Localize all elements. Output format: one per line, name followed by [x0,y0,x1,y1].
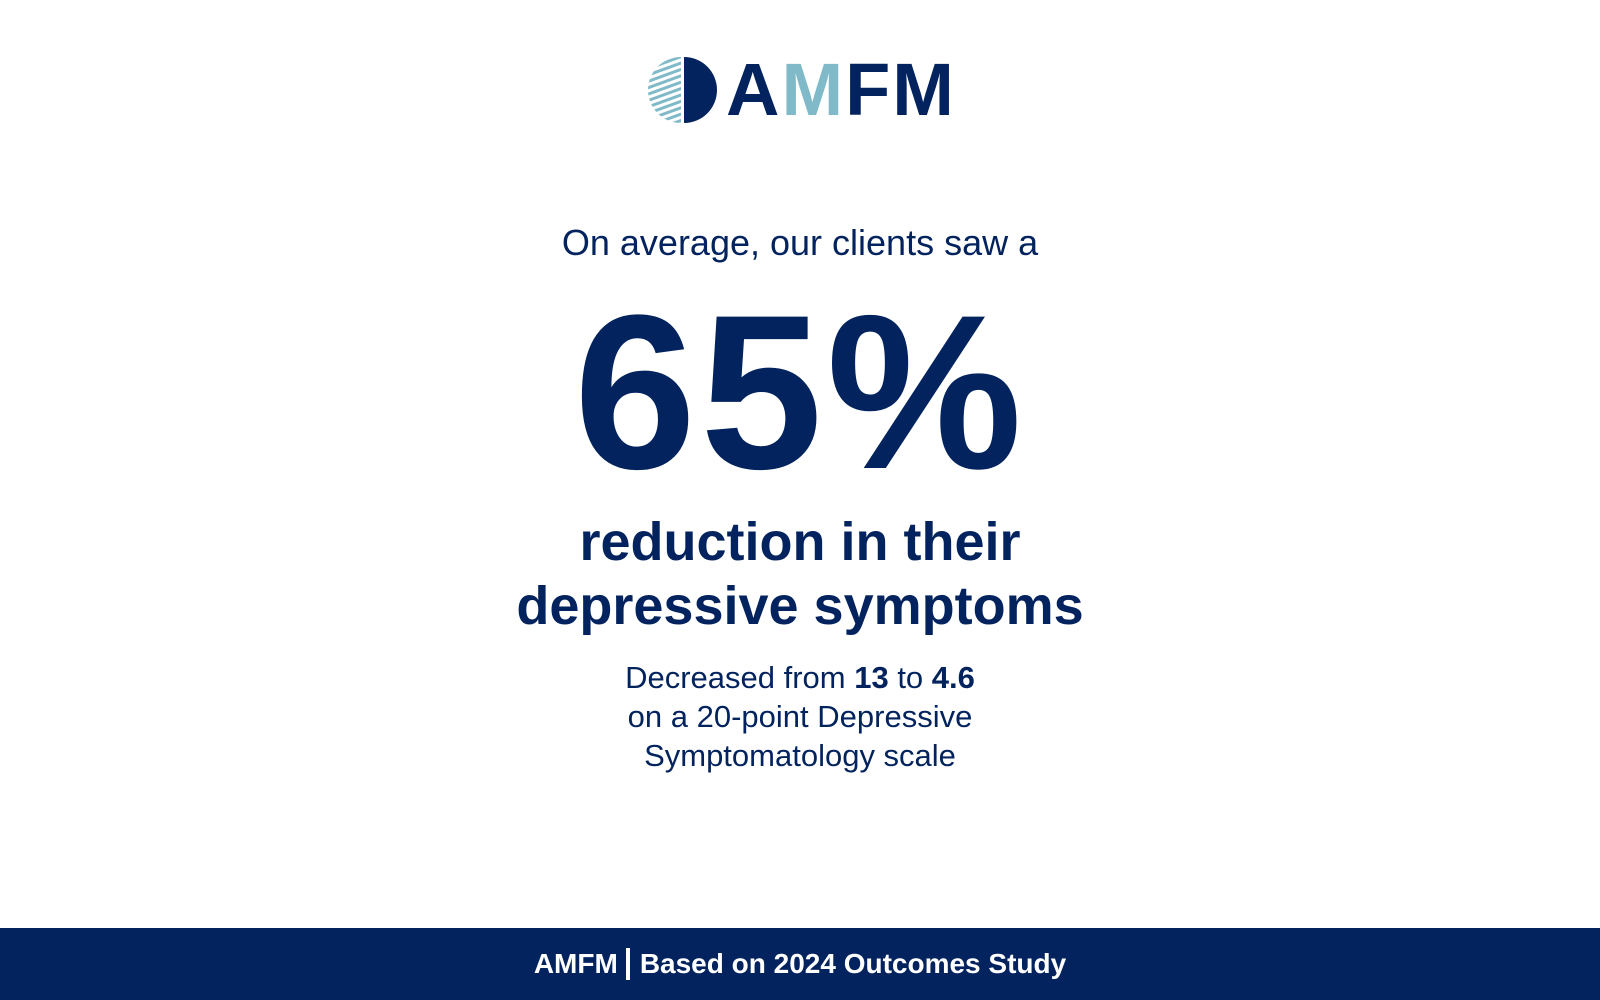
to-score: 4.6 [931,660,975,695]
logo-wordmark: AMFM [726,48,956,131]
footer-brand: AMFM [533,948,618,979]
detail-text: Decreased from 13 to 4.6 on a 20-point D… [0,658,1600,775]
from-score: 13 [854,660,889,695]
subtitle-line-1: reduction in their [579,512,1021,572]
detail-line-1: Decreased from 13 to 4.6 [625,660,975,695]
subtitle-line-2: depressive symptoms [516,576,1084,636]
detail-line-3: Symptomatology scale [644,738,956,773]
stat-percentage: 65% [573,269,1027,515]
detail-line-2: on a 20-point Depressive [627,699,973,734]
lead-text: On average, our clients saw a [561,222,1039,263]
stat-subtitle: reduction in their depressive symptoms [0,510,1600,638]
amfm-logo: AMFM [646,48,956,131]
footer-note: Based on 2024 Outcomes Study [639,948,1067,979]
logo-circle-icon [648,57,717,123]
footer-divider [625,948,630,980]
footer-banner: AMFM Based on 2024 Outcomes Study [0,928,1600,1000]
